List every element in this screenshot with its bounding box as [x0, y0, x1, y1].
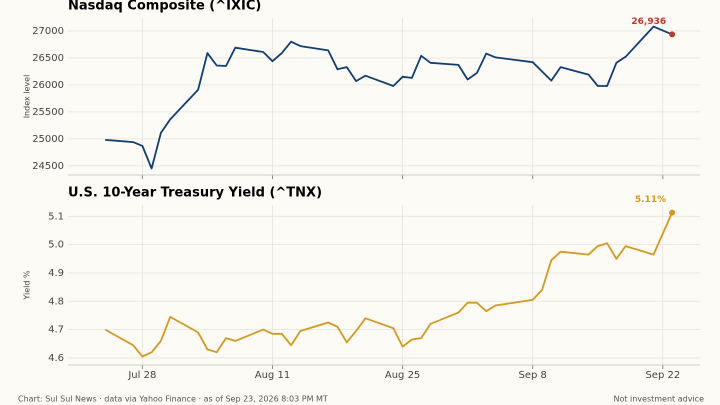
y-axis-label: Index level — [23, 75, 32, 119]
x-tick-label: Aug 25 — [385, 370, 420, 381]
y-tick-label: 4.8 — [48, 296, 64, 307]
y-tick-label: 4.6 — [48, 353, 64, 364]
y-tick-label: 26500 — [32, 53, 64, 64]
chart-title: Nasdaq Composite (^IXIC) — [68, 0, 261, 14]
footer-note: Not investment advice — [613, 395, 704, 404]
data-line — [104, 212, 673, 358]
chart-title: U.S. 10-Year Treasury Yield (^TNX) — [68, 186, 322, 201]
y-tick-label: 27000 — [32, 26, 64, 37]
y-tick-label: 26000 — [32, 80, 64, 91]
y-axis-label: Yield % — [23, 270, 32, 301]
data-line — [105, 25, 673, 170]
y-tick-label: 5.1 — [48, 211, 64, 222]
value-label: 26,936 — [631, 17, 666, 27]
end-marker — [669, 31, 676, 38]
value-label: 5.11% — [635, 195, 666, 205]
y-tick-label: 25500 — [32, 107, 64, 118]
x-tick-label: Sep 22 — [645, 370, 680, 381]
y-tick-label: 4.7 — [48, 325, 64, 336]
y-tick-label: 24500 — [32, 161, 64, 172]
y-tick-label: 25000 — [32, 134, 64, 145]
footer-source: Chart: Sul Sul News · data via Yahoo Fin… — [18, 395, 328, 404]
x-tick-label: Sep 8 — [519, 370, 547, 381]
end-marker — [669, 209, 676, 216]
y-tick-label: 5.0 — [48, 240, 64, 251]
x-tick-label: Jul 28 — [127, 370, 156, 381]
y-tick-label: 4.9 — [48, 268, 64, 279]
x-tick-label: Aug 11 — [255, 370, 290, 381]
